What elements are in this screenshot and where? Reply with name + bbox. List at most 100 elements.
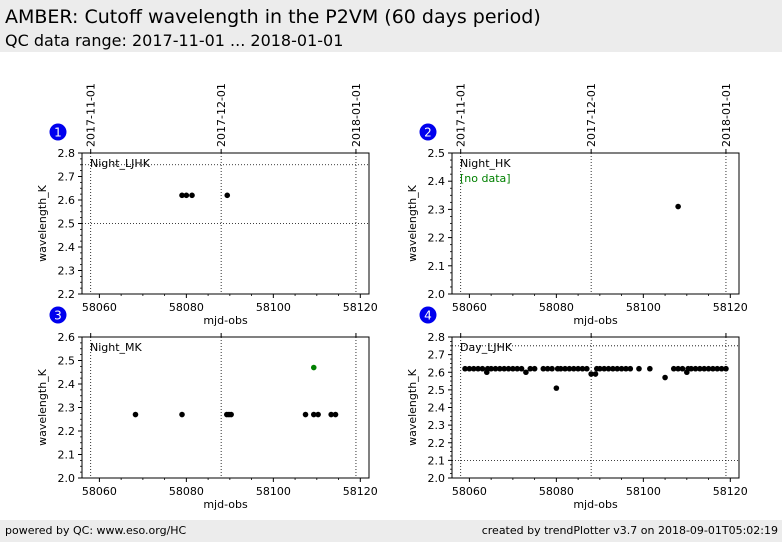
date-tick-label: 2018-01-01 — [350, 83, 363, 147]
x-tick-label: 58060 — [452, 485, 487, 498]
data-point — [501, 365, 507, 372]
data-point — [544, 365, 551, 372]
plot-frame — [81, 336, 370, 479]
data-point — [510, 365, 516, 372]
y-tick-label: 2.7 — [428, 349, 446, 362]
data-point — [675, 365, 681, 372]
y-tick-label: 2.2 — [428, 232, 446, 245]
data-point — [588, 371, 594, 377]
y-tick-label: 2.0 — [58, 472, 76, 485]
data-point — [636, 365, 642, 372]
data-point — [705, 365, 712, 372]
data-point — [479, 365, 486, 372]
data-point — [228, 411, 234, 418]
data-point — [549, 365, 555, 372]
date-tick-label: 2018-01-01 — [720, 83, 733, 147]
data-point — [701, 365, 708, 372]
data-point — [179, 411, 185, 418]
plot-frame — [451, 336, 740, 479]
data-point — [597, 365, 603, 372]
data-point — [710, 365, 716, 372]
data-point — [679, 365, 686, 372]
y-tick-label: 2.5 — [428, 147, 446, 160]
data-point — [562, 365, 568, 372]
x-axis-label: mjd-obs — [203, 498, 248, 511]
data-point — [189, 192, 195, 199]
data-point — [692, 365, 699, 372]
data-point — [132, 411, 139, 418]
data-point — [505, 365, 512, 372]
y-axis-label: wavelength_K — [36, 368, 49, 446]
no-data-note: [no data] — [460, 172, 511, 185]
data-point — [627, 365, 634, 372]
footer-powered-by: powered by QC: www.eso.org/HC — [5, 524, 187, 537]
x-tick-label: 58100 — [256, 301, 291, 314]
y-tick-label: 2.5 — [58, 218, 76, 231]
data-point — [488, 365, 494, 372]
data-point — [514, 365, 521, 372]
highlight-point — [310, 364, 317, 371]
data-point — [675, 203, 681, 210]
data-point — [623, 365, 629, 372]
y-tick-label: 2.1 — [58, 449, 76, 462]
series-label: Night_HK — [460, 157, 511, 170]
data-point — [688, 365, 694, 372]
data-point — [618, 365, 625, 372]
page-header: AMBER: Cutoff wavelength in the P2VM (60… — [0, 0, 782, 52]
data-point — [518, 365, 525, 372]
data-point — [315, 411, 321, 418]
data-point — [470, 365, 477, 372]
y-tick-label: 2.8 — [428, 331, 446, 344]
y-tick-label: 2.6 — [58, 331, 76, 344]
data-point — [310, 411, 317, 418]
series-label: Day_LJHK — [460, 341, 513, 354]
data-point — [605, 365, 612, 372]
data-point — [614, 365, 621, 372]
y-tick-label: 2.2 — [58, 425, 76, 438]
data-point — [224, 192, 231, 199]
x-tick-label: 58100 — [626, 485, 661, 498]
x-axis-label: mjd-obs — [573, 498, 618, 511]
y-tick-label: 2.6 — [428, 366, 446, 379]
y-axis-label: wavelength_K — [406, 184, 419, 262]
panel-badge-number: 4 — [424, 309, 432, 323]
data-point — [723, 365, 729, 372]
x-tick-label: 58120 — [343, 485, 378, 498]
y-tick-label: 2.6 — [58, 194, 76, 207]
data-point — [592, 371, 599, 377]
data-point — [497, 365, 503, 372]
x-tick-label: 58080 — [539, 301, 574, 314]
data-point — [662, 374, 668, 381]
y-tick-label: 2.5 — [58, 355, 76, 368]
data-point — [718, 365, 725, 372]
footer-created-by: created by trendPlotter v3.7 on 2018-09-… — [481, 524, 778, 537]
panel-badge — [419, 123, 437, 141]
data-point — [697, 365, 703, 372]
x-tick-label: 58080 — [539, 485, 574, 498]
y-tick-label: 2.1 — [428, 260, 446, 273]
page-footer: powered by QC: www.eso.org/HC created by… — [0, 520, 782, 542]
data-point — [714, 365, 721, 372]
data-point — [328, 411, 334, 418]
data-point — [531, 365, 538, 372]
y-tick-label: 2.3 — [58, 402, 76, 415]
y-tick-label: 2.0 — [428, 288, 446, 301]
date-tick-label: 2017-12-01 — [215, 83, 228, 147]
x-tick-label: 58120 — [713, 301, 748, 314]
y-axis-label: wavelength_K — [36, 184, 49, 262]
data-point — [610, 365, 616, 372]
x-axis-label: mjd-obs — [573, 314, 618, 327]
data-point — [332, 411, 339, 418]
data-point — [647, 365, 653, 372]
y-tick-label: 2.3 — [58, 265, 76, 278]
x-tick-label: 58080 — [169, 485, 204, 498]
data-point — [179, 192, 185, 199]
series-label: Night_MK — [90, 341, 143, 354]
data-point — [475, 365, 481, 372]
data-point — [579, 365, 586, 372]
x-axis-label: mjd-obs — [203, 314, 248, 327]
data-point — [523, 369, 529, 376]
panel-badge — [49, 123, 67, 141]
y-tick-label: 2.1 — [428, 454, 446, 467]
